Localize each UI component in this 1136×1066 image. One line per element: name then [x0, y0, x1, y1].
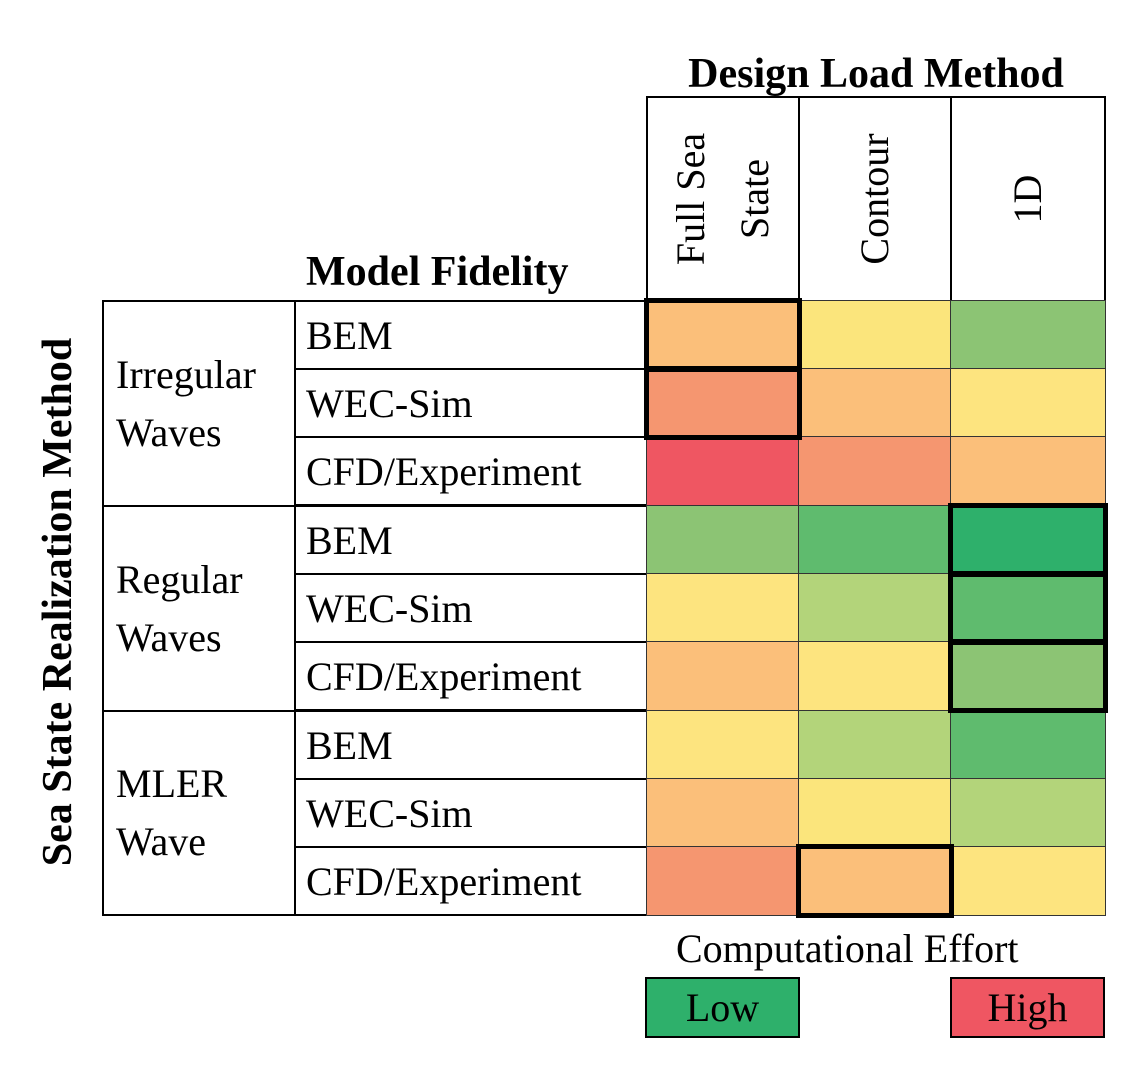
- legend-title: Computational Effort: [676, 926, 1019, 971]
- fidelity-cell: BEM: [294, 710, 648, 780]
- heat-cell: [950, 505, 1106, 575]
- heat-cell: [798, 573, 952, 643]
- heat-cell: [646, 710, 800, 780]
- group-mler-wave: MLER Wave: [102, 710, 296, 916]
- heat-cell: [950, 641, 1106, 711]
- sea-state-method-title: Sea State Realization Method: [35, 337, 81, 867]
- column-header-1d: 1D: [950, 96, 1106, 302]
- column-header-label: 1D: [1005, 174, 1050, 224]
- heat-cell: [950, 573, 1106, 643]
- heat-cell: [646, 846, 800, 916]
- legend-high-box: High: [950, 977, 1105, 1038]
- heat-cell: [798, 778, 952, 848]
- fidelity-cell: WEC-Sim: [294, 573, 648, 643]
- group-irregular-waves: Irregular Waves: [102, 300, 296, 507]
- heat-cell: [798, 641, 952, 711]
- fidelity-cell: WEC-Sim: [294, 368, 648, 438]
- column-header-full-sea-state: Full Sea State: [646, 96, 800, 302]
- fidelity-cell: CFD/Experiment: [294, 641, 648, 711]
- heat-cell: [646, 778, 800, 848]
- fidelity-cell: BEM: [294, 505, 648, 575]
- fidelity-cell: CFD/Experiment: [294, 846, 648, 916]
- legend-low-box: Low: [645, 977, 800, 1038]
- group-label: Irregular Waves: [116, 351, 256, 455]
- heat-cell: [950, 436, 1106, 506]
- heat-cell: [646, 641, 800, 711]
- heat-cell: [798, 300, 952, 370]
- heat-cell: [798, 368, 952, 438]
- column-header-contour: Contour: [798, 96, 952, 302]
- heat-cell: [798, 436, 952, 506]
- heat-cell: [950, 778, 1106, 848]
- heat-cell: [798, 710, 952, 780]
- heat-cell: [950, 368, 1106, 438]
- fidelity-cell: CFD/Experiment: [294, 436, 648, 506]
- heat-cell: [646, 505, 800, 575]
- heat-cell: [798, 846, 952, 916]
- heat-cell: [950, 710, 1106, 780]
- group-label: Regular Waves: [116, 556, 243, 660]
- design-load-method-title: Design Load Method: [688, 51, 1064, 97]
- heat-cell: [798, 505, 952, 575]
- group-label: MLER Wave: [116, 761, 228, 864]
- group-regular-waves: Regular Waves: [102, 505, 296, 712]
- heat-cell: [950, 846, 1106, 916]
- legend-low-label: Low: [685, 985, 760, 1030]
- heat-cell: [646, 368, 800, 438]
- heat-cell: [646, 436, 800, 506]
- fidelity-cell: BEM: [294, 300, 648, 370]
- heat-cell: [646, 573, 800, 643]
- column-header-label: Contour: [852, 133, 897, 265]
- legend-high-label: High: [987, 985, 1068, 1030]
- heat-cell: [646, 300, 800, 370]
- heat-cell: [950, 300, 1106, 370]
- model-fidelity-title: Model Fidelity: [306, 249, 569, 295]
- fidelity-cell: WEC-Sim: [294, 778, 648, 848]
- column-header-label: Full Sea State: [668, 132, 777, 266]
